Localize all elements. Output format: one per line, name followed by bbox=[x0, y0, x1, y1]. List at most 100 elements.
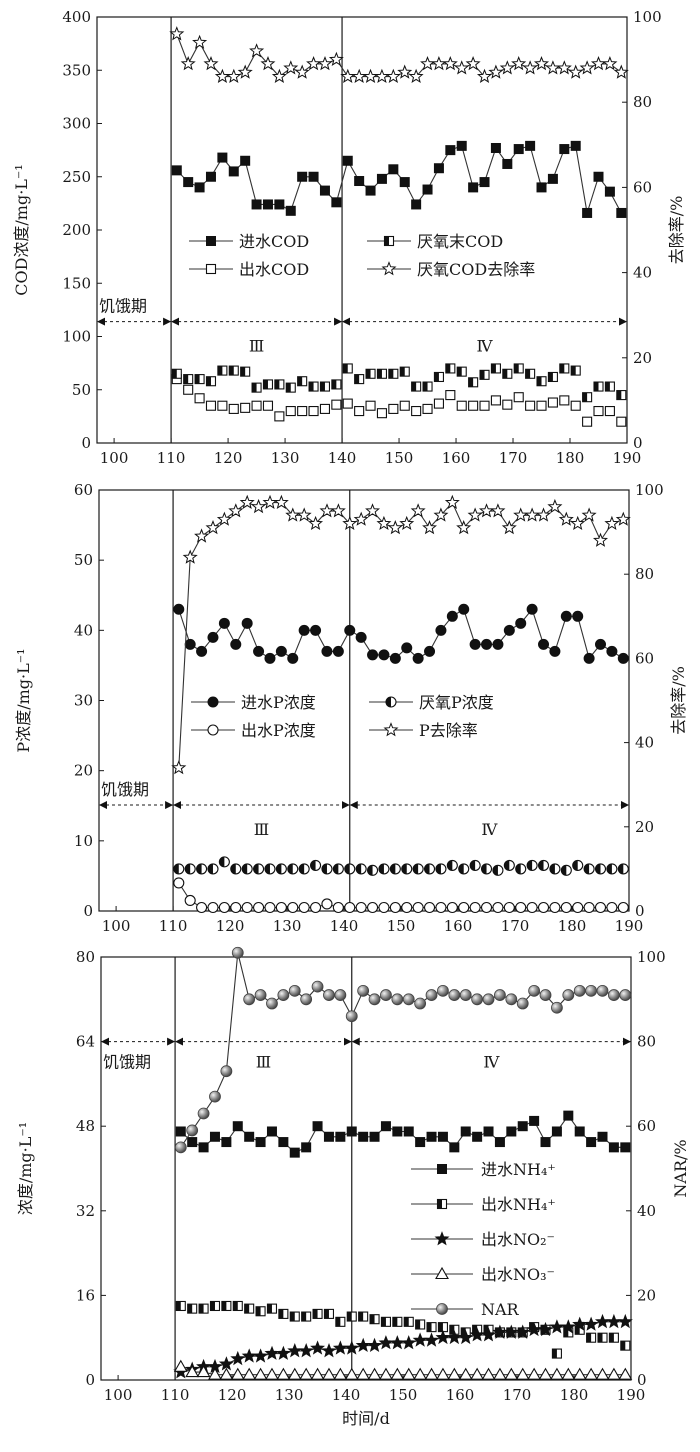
data-point bbox=[425, 989, 438, 1001]
data-point bbox=[354, 405, 365, 417]
data-point bbox=[218, 901, 230, 914]
data-point bbox=[240, 402, 251, 413]
data-point bbox=[401, 1335, 417, 1350]
data-point bbox=[454, 60, 470, 75]
data-point bbox=[183, 374, 194, 385]
data-point bbox=[240, 366, 251, 377]
data-point bbox=[449, 1142, 460, 1153]
data-point bbox=[608, 989, 620, 1001]
data-point bbox=[365, 503, 381, 518]
data-point bbox=[287, 1343, 303, 1358]
legend-label: P去除率 bbox=[419, 721, 478, 740]
data-point bbox=[205, 400, 217, 411]
series-line bbox=[180, 952, 626, 1148]
data-point bbox=[299, 1367, 314, 1380]
data-point bbox=[321, 863, 333, 875]
data-point bbox=[537, 901, 550, 914]
data-point bbox=[230, 863, 242, 875]
data-point bbox=[433, 507, 449, 522]
data-point bbox=[380, 1316, 391, 1327]
data-point bbox=[266, 1126, 277, 1137]
data-point bbox=[403, 1316, 414, 1327]
data-point bbox=[412, 652, 424, 664]
y-tick-label: 400 bbox=[62, 8, 91, 26]
data-point bbox=[355, 1337, 371, 1353]
data-point bbox=[573, 984, 586, 997]
data-point bbox=[468, 182, 479, 193]
data-point bbox=[582, 416, 593, 427]
data-point bbox=[388, 368, 399, 379]
data-point bbox=[262, 494, 278, 510]
data-point bbox=[366, 864, 379, 876]
data-point bbox=[205, 520, 221, 535]
data-point bbox=[503, 859, 515, 871]
y2-tick-label: 80 bbox=[635, 565, 654, 583]
data-point bbox=[367, 649, 379, 661]
data-point bbox=[460, 1126, 471, 1137]
data-point bbox=[255, 1137, 266, 1148]
data-point bbox=[478, 503, 495, 518]
data-point bbox=[332, 645, 344, 657]
data-point bbox=[525, 140, 536, 151]
data-point bbox=[560, 901, 572, 914]
data-point bbox=[526, 859, 538, 871]
series-进水COD bbox=[171, 140, 627, 218]
data-point bbox=[596, 984, 609, 997]
data-point bbox=[602, 55, 618, 71]
data-point bbox=[594, 1313, 611, 1329]
data-point bbox=[367, 1367, 382, 1380]
data-point bbox=[241, 1348, 257, 1363]
legend-label: 厌氧COD去除率 bbox=[417, 260, 535, 279]
data-point bbox=[285, 205, 296, 216]
data-point bbox=[431, 56, 447, 71]
data-point bbox=[308, 381, 319, 392]
data-point bbox=[330, 503, 346, 518]
data-point bbox=[271, 68, 287, 84]
x-tick-label: 140 bbox=[328, 449, 357, 467]
data-point bbox=[381, 261, 397, 276]
series-厌氧末COD bbox=[171, 363, 627, 403]
x-tick-label: 160 bbox=[442, 449, 471, 467]
data-point bbox=[289, 1147, 300, 1158]
phase-label: Ⅲ bbox=[249, 337, 264, 356]
legend bbox=[411, 1164, 473, 1315]
data-point bbox=[547, 498, 563, 514]
data-point bbox=[208, 1367, 222, 1380]
data-point bbox=[435, 863, 447, 875]
data-point bbox=[535, 507, 552, 522]
phase-label-starvation: 饥饿期 bbox=[99, 297, 147, 316]
data-point bbox=[194, 393, 205, 404]
data-point bbox=[196, 645, 208, 657]
data-point bbox=[458, 1329, 474, 1345]
data-point bbox=[467, 507, 483, 522]
x-tick-label: 180 bbox=[558, 917, 587, 935]
data-point bbox=[332, 1340, 348, 1355]
x-axis-title: 时间/d bbox=[342, 1409, 390, 1428]
x-tick-label: 170 bbox=[503, 1386, 532, 1404]
data-point bbox=[203, 56, 219, 71]
legend-label: 出水NH₄⁺ bbox=[481, 1195, 556, 1214]
data-point bbox=[196, 863, 208, 875]
data-point bbox=[363, 68, 379, 84]
data-point bbox=[556, 60, 572, 75]
data-point bbox=[437, 1131, 448, 1142]
data-point bbox=[481, 638, 493, 650]
data-point bbox=[613, 64, 629, 79]
data-point bbox=[413, 1367, 428, 1380]
data-point bbox=[513, 507, 529, 522]
data-point bbox=[308, 515, 324, 531]
data-point bbox=[551, 1126, 562, 1137]
data-point bbox=[388, 403, 399, 414]
data-point bbox=[218, 617, 230, 629]
legend-label: 出水NO₃⁻ bbox=[481, 1265, 555, 1284]
data-point bbox=[278, 1308, 289, 1319]
data-point bbox=[198, 1142, 209, 1153]
data-point bbox=[197, 1107, 210, 1120]
data-point bbox=[456, 400, 467, 411]
data-point bbox=[278, 1137, 289, 1148]
data-point bbox=[574, 1126, 585, 1137]
legend-label: 出水P浓度 bbox=[241, 721, 316, 740]
data-point bbox=[606, 645, 618, 657]
data-point bbox=[230, 1367, 245, 1380]
data-point bbox=[221, 1137, 232, 1148]
